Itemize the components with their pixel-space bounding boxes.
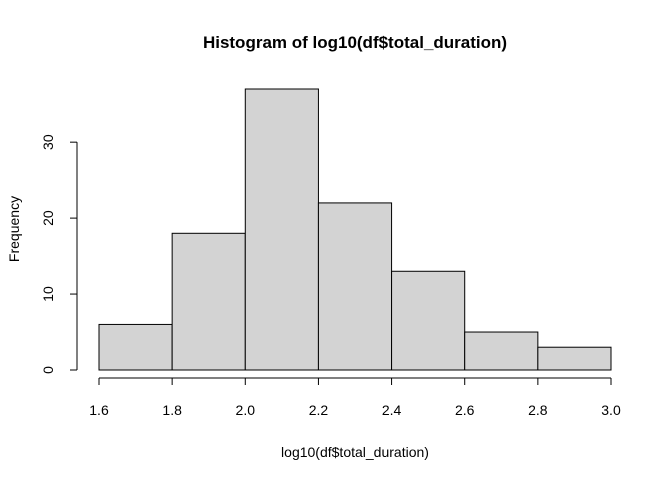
x-tick-label: 2.4 — [382, 402, 402, 418]
x-tick-label: 1.6 — [89, 402, 109, 418]
x-tick-label: 2.8 — [528, 402, 548, 418]
x-tick-label: 2.0 — [236, 402, 256, 418]
histogram-bar-0 — [98, 323, 173, 371]
chart-title: Histogram of log10(df$total_duration) — [203, 33, 507, 52]
y-tick-label: 20 — [40, 210, 56, 226]
y-axis: 0 10 20 30 — [40, 134, 78, 374]
bars-group — [98, 88, 612, 371]
histogram-bar-6 — [537, 346, 612, 371]
x-tick-label: 1.8 — [162, 402, 182, 418]
histogram-bar-3 — [317, 202, 393, 371]
x-axis-label: log10(df$total_duration) — [281, 444, 429, 460]
y-tick-label: 10 — [40, 286, 56, 302]
y-axis-label: Frequency — [6, 196, 22, 262]
x-tick-label: 2.6 — [455, 402, 475, 418]
histogram-bar-5 — [464, 331, 539, 371]
histogram-bar-1 — [171, 232, 246, 371]
y-tick-label: 0 — [40, 366, 56, 374]
x-axis: 1.6 1.8 2.0 2.2 2.4 2.6 2.8 3.0 — [89, 377, 621, 418]
y-tick-label: 30 — [40, 134, 56, 150]
x-tick-label: 2.2 — [309, 402, 329, 418]
histogram-bar-2 — [244, 88, 319, 371]
x-tick-label: 3.0 — [601, 402, 621, 418]
histogram-bar-4 — [391, 270, 466, 371]
